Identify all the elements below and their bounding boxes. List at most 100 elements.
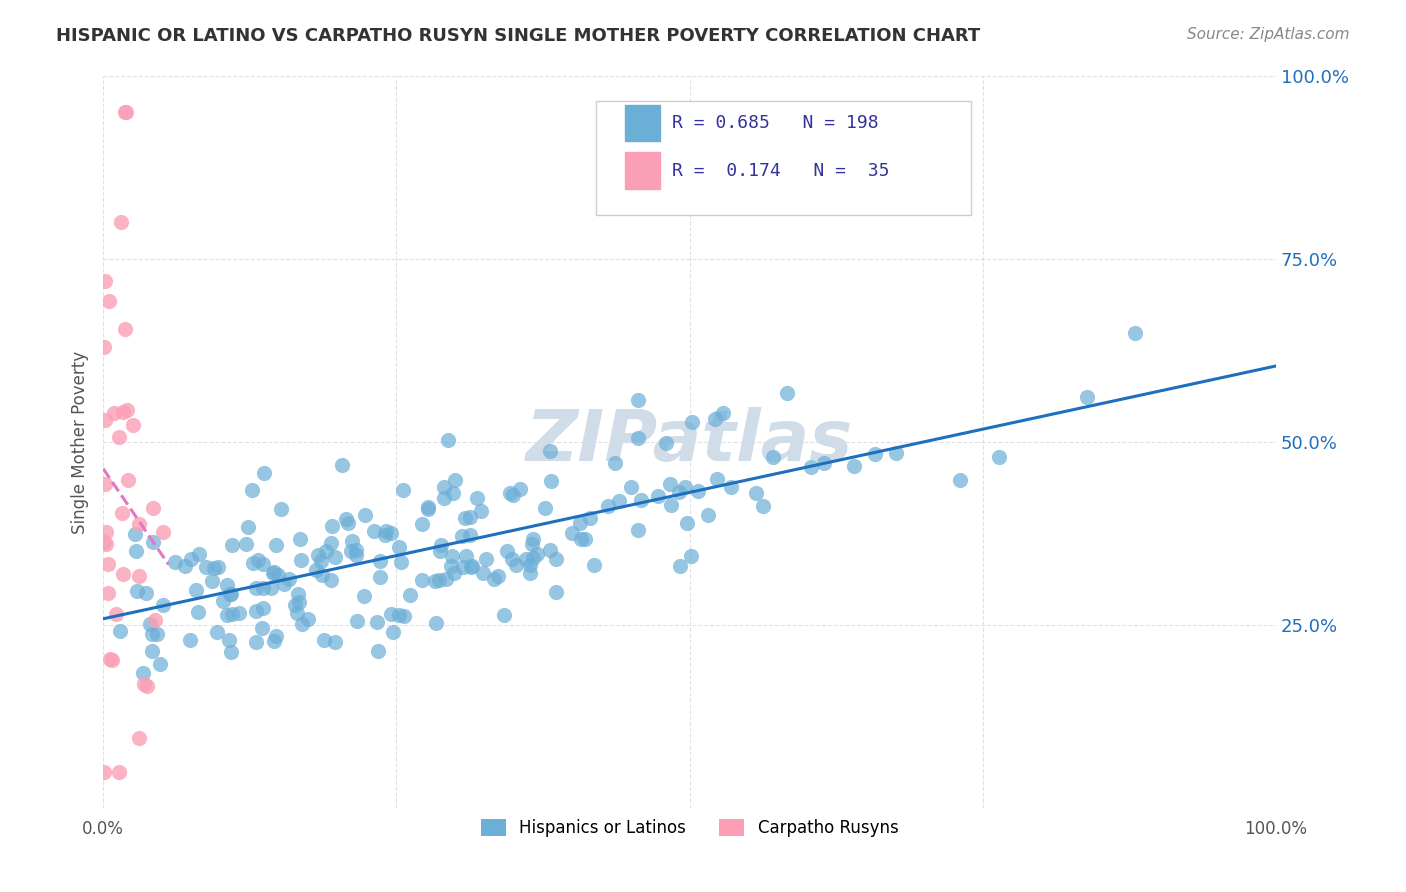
Hispanics or Latinos (215, 607, 238, 622)
Hispanics or Latinos (245, 634, 267, 648)
Carpatho Rusyns (94, 477, 117, 491)
Hispanics or Latinos (149, 657, 172, 672)
Hispanics or Latinos (195, 559, 218, 574)
Hispanics or Latinos (655, 436, 678, 450)
Hispanics or Latinos (236, 520, 259, 534)
Hispanics or Latinos (411, 573, 433, 587)
Hispanics or Latinos (392, 608, 415, 623)
Hispanics or Latinos (212, 594, 235, 608)
Hispanics or Latinos (235, 537, 257, 551)
Carpatho Rusyns (128, 731, 150, 745)
Hispanics or Latinos (375, 524, 398, 539)
Carpatho Rusyns (94, 524, 117, 539)
Hispanics or Latinos (598, 500, 620, 514)
Hispanics or Latinos (388, 607, 411, 622)
Hispanics or Latinos (184, 583, 207, 598)
Hispanics or Latinos (467, 491, 489, 505)
Hispanics or Latinos (337, 516, 360, 531)
Hispanics or Latinos (366, 615, 388, 630)
Hispanics or Latinos (219, 587, 242, 601)
Hispanics or Latinos (561, 526, 583, 541)
Hispanics or Latinos (219, 645, 242, 659)
Hispanics or Latinos (502, 488, 524, 502)
Hispanics or Latinos (252, 558, 274, 572)
Hispanics or Latinos (284, 599, 307, 613)
Hispanics or Latinos (392, 483, 415, 497)
Hispanics or Latinos (382, 624, 405, 639)
Hispanics or Latinos (444, 474, 467, 488)
Hispanics or Latinos (262, 566, 284, 581)
Hispanics or Latinos (681, 415, 703, 429)
Text: Source: ZipAtlas.com: Source: ZipAtlas.com (1187, 27, 1350, 42)
Hispanics or Latinos (267, 567, 290, 582)
Hispanics or Latinos (315, 543, 337, 558)
Carpatho Rusyns (110, 506, 132, 520)
Hispanics or Latinos (494, 608, 516, 623)
Hispanics or Latinos (108, 624, 131, 639)
Hispanics or Latinos (124, 527, 146, 541)
Hispanics or Latinos (458, 510, 481, 524)
Hispanics or Latinos (141, 627, 163, 641)
Hispanics or Latinos (460, 528, 482, 542)
Hispanics or Latinos (139, 617, 162, 632)
Hispanics or Latinos (307, 548, 329, 562)
Hispanics or Latinos (762, 450, 785, 464)
Hispanics or Latinos (603, 456, 626, 470)
Carpatho Rusyns (101, 653, 124, 667)
FancyBboxPatch shape (596, 101, 972, 215)
Hispanics or Latinos (988, 450, 1011, 464)
Hispanics or Latinos (430, 537, 453, 551)
Carpatho Rusyns (142, 501, 165, 516)
Hispanics or Latinos (340, 533, 363, 548)
Carpatho Rusyns (128, 568, 150, 582)
Hispanics or Latinos (250, 621, 273, 635)
Text: R =  0.174   N =  35: R = 0.174 N = 35 (672, 161, 890, 180)
Text: R = 0.685   N = 198: R = 0.685 N = 198 (672, 114, 879, 132)
Carpatho Rusyns (94, 274, 117, 288)
Hispanics or Latinos (659, 498, 682, 512)
Hispanics or Latinos (309, 553, 332, 567)
Hispanics or Latinos (569, 516, 592, 530)
Hispanics or Latinos (125, 543, 148, 558)
Hispanics or Latinos (399, 588, 422, 602)
Hispanics or Latinos (163, 555, 186, 569)
Hispanics or Latinos (221, 538, 243, 552)
Hispanics or Latinos (800, 460, 823, 475)
Hispanics or Latinos (218, 633, 240, 648)
Hispanics or Latinos (259, 581, 281, 595)
Hispanics or Latinos (578, 511, 600, 525)
Hispanics or Latinos (353, 589, 375, 603)
Legend: Hispanics or Latinos, Carpatho Rusyns: Hispanics or Latinos, Carpatho Rusyns (474, 813, 905, 844)
Hispanics or Latinos (441, 486, 464, 500)
Carpatho Rusyns (143, 613, 166, 627)
Hispanics or Latinos (519, 566, 541, 580)
Hispanics or Latinos (451, 529, 474, 543)
Hispanics or Latinos (290, 553, 312, 567)
Hispanics or Latinos (496, 544, 519, 558)
Hispanics or Latinos (696, 508, 718, 522)
Hispanics or Latinos (277, 572, 299, 586)
Hispanics or Latinos (844, 459, 866, 474)
Hispanics or Latinos (668, 484, 690, 499)
Hispanics or Latinos (207, 559, 229, 574)
Hispanics or Latinos (205, 624, 228, 639)
Carpatho Rusyns (115, 403, 138, 417)
Hispanics or Latinos (813, 456, 835, 470)
Hispanics or Latinos (297, 612, 319, 626)
Hispanics or Latinos (515, 552, 537, 566)
Hispanics or Latinos (418, 501, 440, 516)
Bar (626, 105, 661, 142)
Hispanics or Latinos (461, 559, 484, 574)
Hispanics or Latinos (264, 538, 287, 552)
Hispanics or Latinos (311, 568, 333, 582)
Hispanics or Latinos (454, 511, 477, 525)
Hispanics or Latinos (647, 489, 669, 503)
Carpatho Rusyns (122, 418, 145, 433)
Hispanics or Latinos (546, 551, 568, 566)
Hispanics or Latinos (538, 443, 561, 458)
Hispanics or Latinos (323, 549, 346, 564)
Carpatho Rusyns (97, 586, 120, 600)
Hispanics or Latinos (775, 386, 797, 401)
Carpatho Rusyns (103, 406, 125, 420)
Carpatho Rusyns (136, 679, 159, 693)
